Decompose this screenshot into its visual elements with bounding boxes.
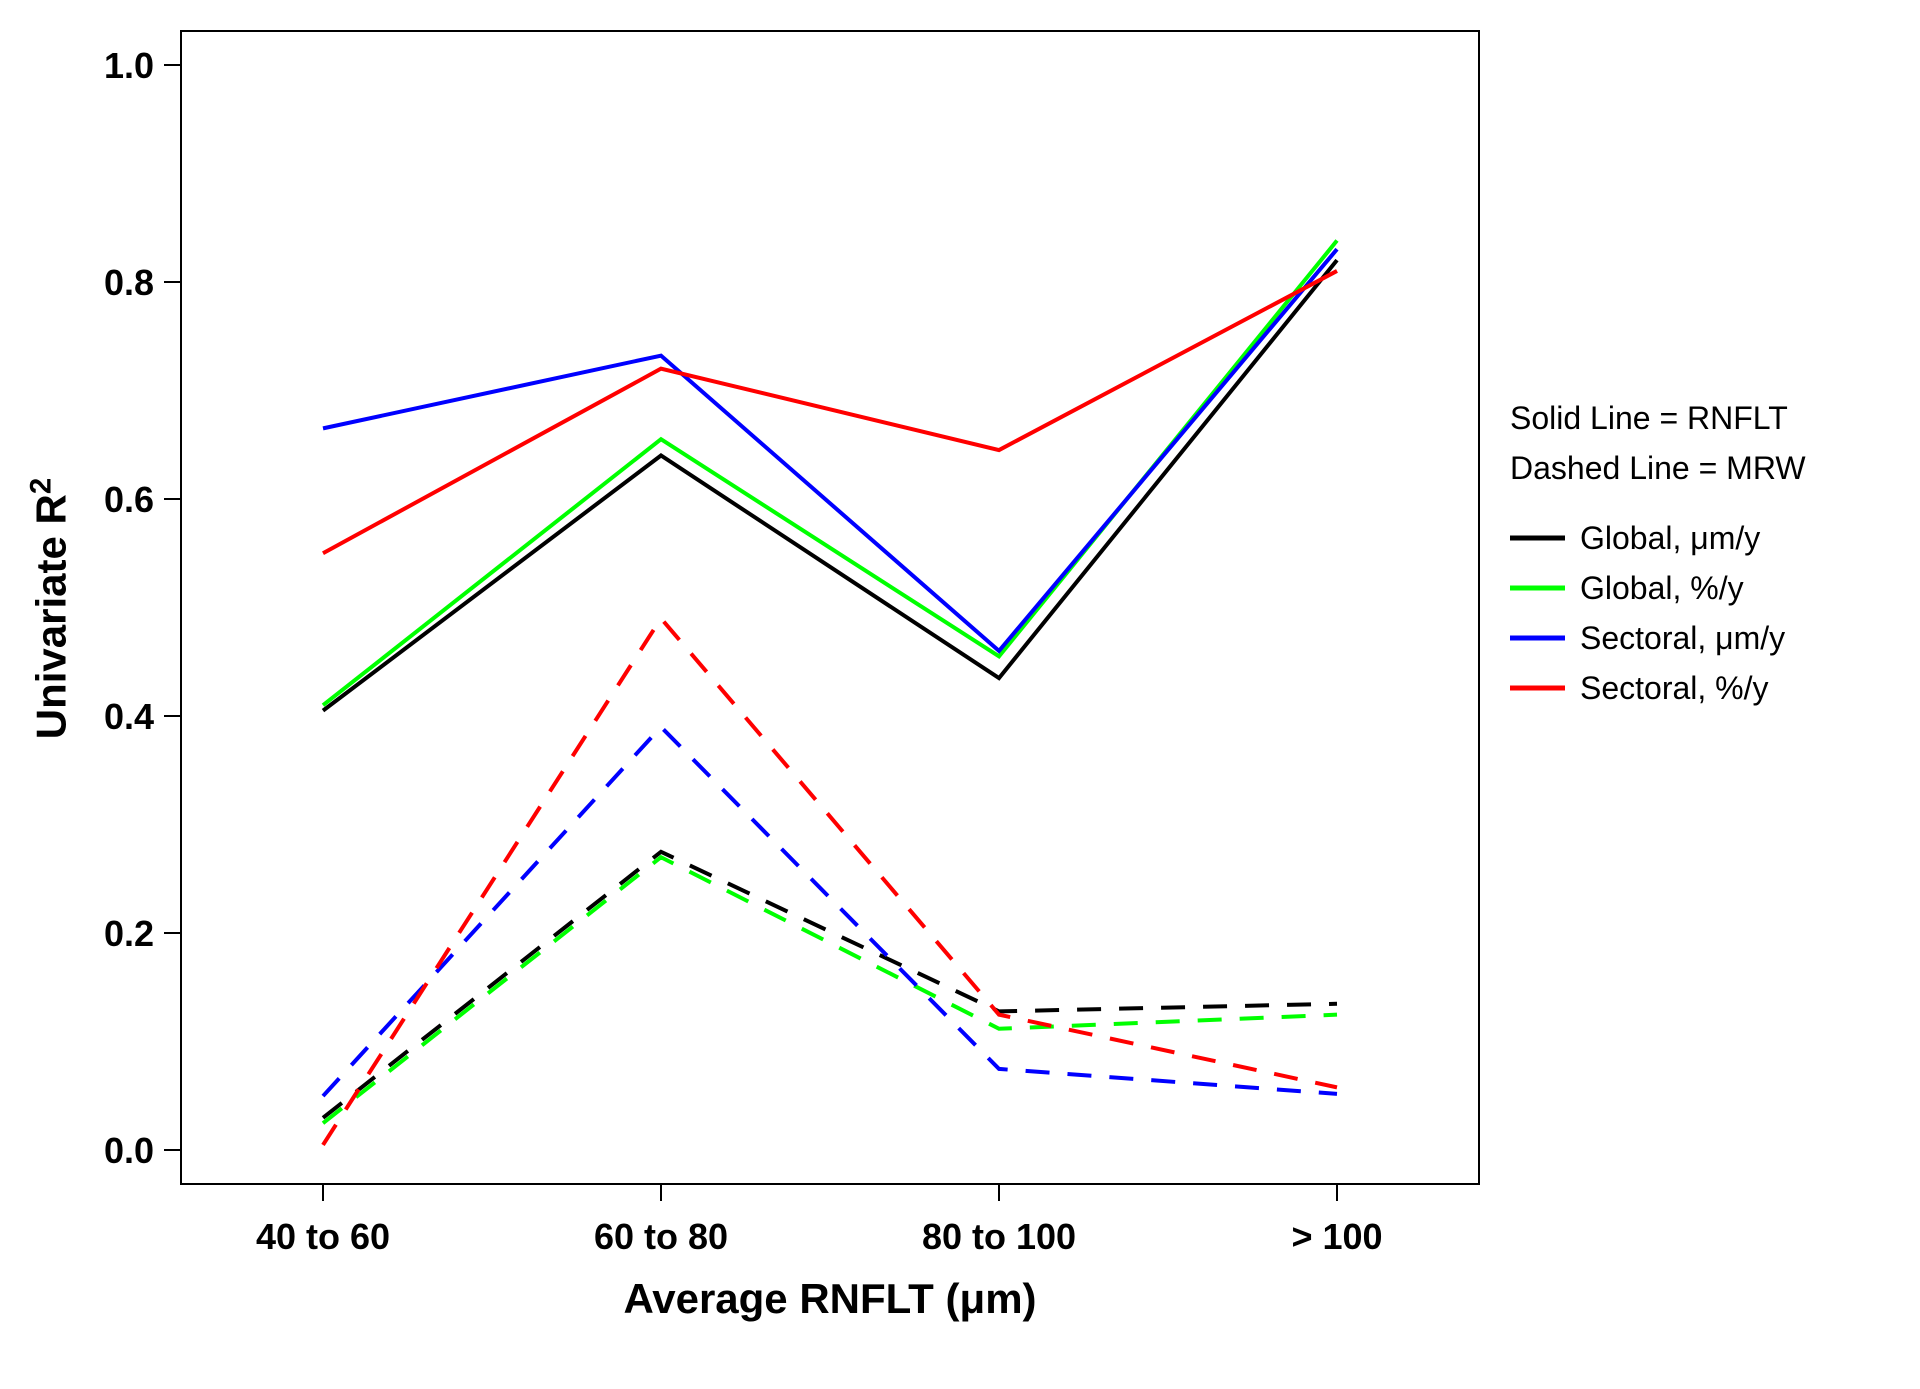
x-tick-mark [322, 1185, 324, 1201]
x-axis-label: Average RNFLT (μm) [580, 1275, 1080, 1323]
y-tick-mark [164, 1149, 180, 1151]
legend-item-label: Sectoral, μm/y [1580, 620, 1785, 657]
x-tick-label: 60 to 80 [561, 1216, 761, 1258]
legend-item-label: Global, μm/y [1580, 520, 1760, 557]
legend-item-label: Global, %/y [1580, 570, 1744, 607]
legend-swatch [1510, 534, 1565, 542]
legend-swatch [1510, 584, 1565, 592]
y-tick-mark [164, 281, 180, 283]
y-tick-label: 0.0 [104, 1130, 154, 1172]
y-tick-label: 1.0 [104, 45, 154, 87]
y-tick-mark [164, 932, 180, 934]
y-tick-mark [164, 498, 180, 500]
legend-swatch [1510, 634, 1565, 642]
series-line [323, 852, 1337, 1118]
legend-header: Dashed Line = MRW [1510, 450, 1806, 487]
y-tick-label: 0.8 [104, 262, 154, 304]
x-tick-label: 80 to 100 [899, 1216, 1099, 1258]
legend-header: Solid Line = RNFLT [1510, 400, 1788, 437]
y-tick-mark [164, 715, 180, 717]
y-tick-mark [164, 64, 180, 66]
series-line [323, 271, 1337, 553]
x-tick-mark [1336, 1185, 1338, 1201]
y-tick-label: 0.6 [104, 479, 154, 521]
x-tick-mark [998, 1185, 1000, 1201]
legend-swatch [1510, 684, 1565, 692]
series-line [323, 260, 1337, 711]
x-tick-mark [660, 1185, 662, 1201]
legend-item-label: Sectoral, %/y [1580, 670, 1769, 707]
series-line [323, 241, 1337, 706]
x-tick-label: 40 to 60 [223, 1216, 423, 1258]
x-tick-label: > 100 [1237, 1216, 1437, 1258]
y-tick-label: 0.4 [104, 696, 154, 738]
chart-container: Univariate R2 Average RNFLT (μm) 0.0 0.2 0… [0, 0, 1920, 1389]
y-axis-label: Univariate R2 [25, 458, 76, 758]
series-line [323, 727, 1337, 1096]
series-line [323, 618, 1337, 1145]
y-tick-label: 0.2 [104, 913, 154, 955]
series-line [323, 857, 1337, 1123]
